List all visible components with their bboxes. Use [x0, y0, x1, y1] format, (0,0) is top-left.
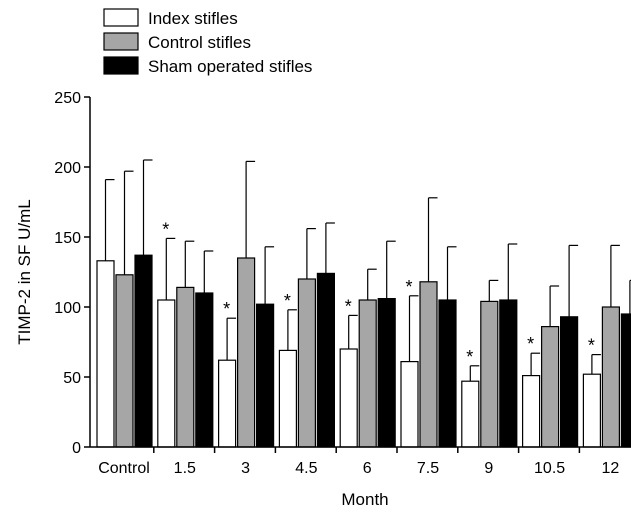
x-tick-label: 9 — [484, 460, 493, 477]
legend-swatch — [103, 8, 139, 27]
y-tick-label: 0 — [72, 440, 81, 457]
bar — [559, 316, 579, 448]
bar — [400, 361, 419, 448]
bar — [237, 257, 256, 448]
bar — [601, 306, 621, 448]
bar — [96, 260, 115, 448]
significance-markers: * * * * * * * * — [162, 219, 595, 366]
significance-star: * — [162, 219, 169, 239]
x-tick-label: 10.5 — [534, 460, 565, 477]
y-tick-label: 200 — [54, 160, 81, 177]
bar — [377, 298, 396, 448]
x-tick-label: 3 — [241, 460, 250, 477]
bar — [218, 359, 237, 448]
bar — [521, 375, 541, 448]
legend-swatch — [103, 56, 139, 75]
y-tick-label: 250 — [54, 90, 81, 107]
bar — [256, 303, 275, 448]
bar — [115, 274, 134, 448]
significance-star: * — [284, 291, 291, 311]
bar — [316, 272, 335, 448]
x-axis: Control 1.5 3 4.5 6 7.5 9 10.5 12 — [90, 446, 631, 477]
bar — [438, 299, 457, 448]
bar — [339, 348, 358, 448]
bar — [134, 254, 153, 448]
bar — [358, 299, 377, 448]
x-tick-label: 6 — [363, 460, 372, 477]
significance-star: * — [345, 296, 352, 316]
bar — [582, 373, 602, 448]
significance-star: * — [466, 347, 473, 367]
legend-label: Control stifles — [148, 33, 251, 52]
bar — [297, 278, 316, 448]
x-tick-label: Control — [98, 460, 150, 477]
bar — [419, 281, 438, 448]
bar — [480, 300, 499, 448]
significance-star: * — [405, 277, 412, 297]
x-tick-label: 4.5 — [295, 460, 317, 477]
bar — [157, 299, 176, 448]
legend: Index stifles Control stifles Sham operate… — [103, 8, 312, 76]
bar — [620, 313, 631, 448]
y-axis-title: TIMP-2 in SF U/mL — [15, 199, 34, 344]
bar — [540, 326, 560, 448]
significance-star: * — [588, 336, 595, 356]
legend-label: Index stifles — [148, 9, 238, 28]
legend-swatch — [103, 32, 139, 51]
bar — [499, 299, 518, 448]
x-tick-label: 12 — [602, 460, 620, 477]
bars — [96, 254, 631, 448]
significance-star: * — [223, 299, 230, 319]
x-axis-title: Month — [341, 490, 388, 509]
bar — [278, 349, 297, 448]
y-axis: 0 50 100 150 200 250 — [54, 90, 91, 457]
bar — [461, 380, 480, 448]
x-tick-label: 1.5 — [174, 460, 196, 477]
bar — [176, 286, 195, 448]
error-bars — [104, 159, 631, 382]
legend-label: Sham operated stifles — [148, 57, 312, 76]
bar — [195, 292, 214, 448]
significance-star: * — [527, 334, 534, 354]
y-tick-label: 100 — [54, 300, 81, 317]
x-tick-label: 7.5 — [417, 460, 439, 477]
y-tick-label: 50 — [63, 370, 81, 387]
y-tick-label: 150 — [54, 230, 81, 247]
